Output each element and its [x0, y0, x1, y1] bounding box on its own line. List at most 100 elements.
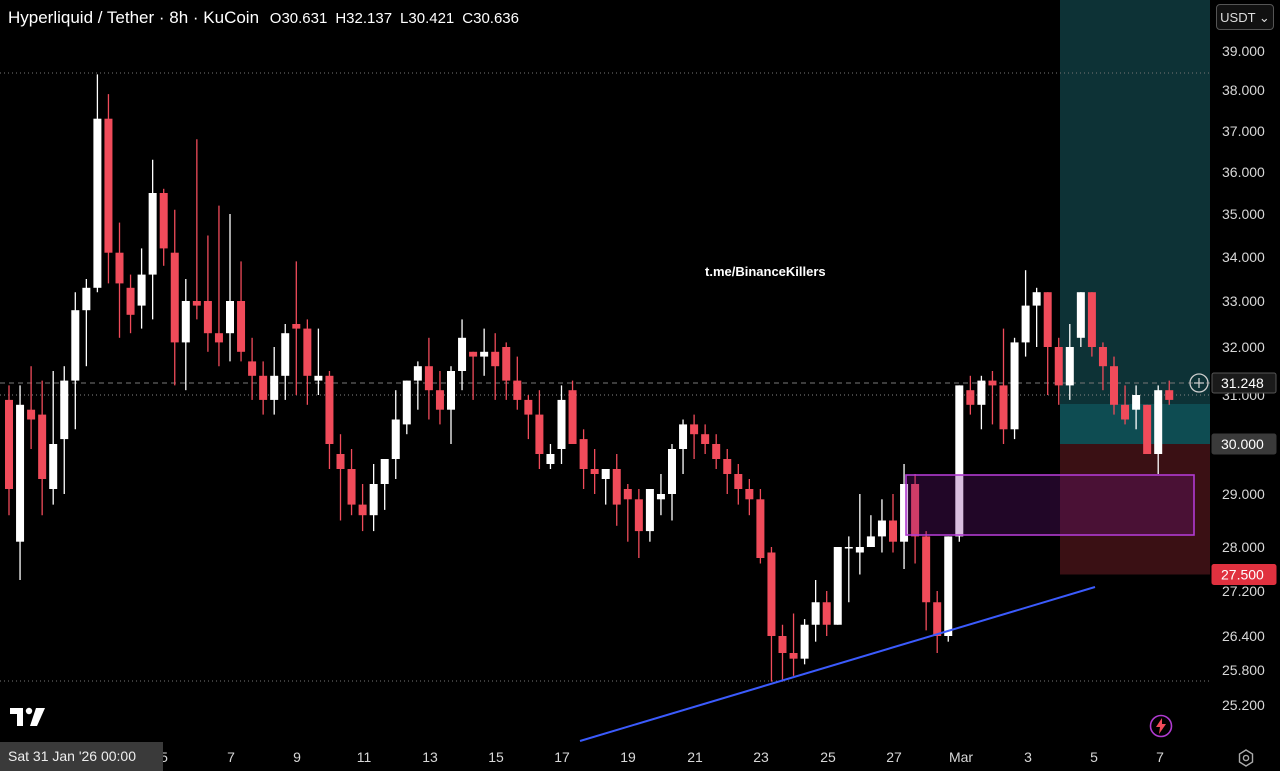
candle-body	[811, 602, 820, 625]
candle-body	[148, 193, 157, 275]
y-tick-label: 25.800	[1222, 662, 1265, 678]
stop-zone	[1060, 444, 1210, 575]
candle-body	[723, 459, 732, 474]
candle-body	[866, 536, 875, 547]
candle-body	[977, 380, 986, 405]
candle-body	[679, 424, 688, 449]
crosshair-date-label: Sat 31 Jan '26 00:00	[0, 742, 163, 771]
candle-body	[38, 414, 47, 479]
candle-body	[933, 602, 942, 636]
candle-body	[159, 193, 168, 249]
candle-body	[988, 380, 997, 386]
y-tick-label: 27.200	[1222, 583, 1265, 599]
candle-body	[889, 520, 897, 542]
candle-body	[612, 469, 621, 505]
candle-body	[137, 274, 146, 306]
watermark-text: t.me/BinanceKillers	[705, 264, 826, 279]
candle-body	[656, 494, 665, 500]
candle-body	[1143, 404, 1152, 454]
candle-body	[955, 385, 964, 537]
candle-body	[922, 536, 931, 603]
candle-body	[1098, 347, 1107, 367]
candle-body	[778, 636, 787, 653]
y-tick-label: 35.000	[1222, 206, 1265, 222]
low-value: L30.421	[400, 10, 455, 27]
target-zone	[1060, 0, 1210, 444]
y-tick-label: 28.000	[1222, 539, 1265, 555]
candle-body	[170, 252, 179, 343]
price-axis: 39.000 38.000 37.000 36.000 35.000 34.000 33.0…	[1210, 0, 1280, 742]
candle-body	[767, 552, 776, 636]
candle-body	[413, 366, 422, 381]
candle-body	[568, 390, 577, 444]
tradingview-logo-icon[interactable]	[10, 706, 46, 728]
high-value: H32.137	[335, 10, 393, 27]
candle-body	[690, 424, 699, 435]
candle-body	[756, 499, 765, 558]
candle-body	[1032, 292, 1041, 306]
x-tick-label: 15	[488, 749, 504, 765]
price-label-entry-text: 30.000	[1221, 436, 1264, 452]
candle-body	[623, 489, 632, 500]
candle-body	[281, 333, 290, 376]
x-tick-label: 7	[1156, 749, 1164, 765]
candle-body	[104, 118, 113, 253]
x-tick-label: 3	[1024, 749, 1032, 765]
candle-body	[668, 449, 676, 494]
candle-body	[833, 547, 842, 625]
candle-body	[1087, 292, 1096, 347]
y-tick-label: 36.000	[1222, 164, 1265, 180]
candle-body	[292, 324, 301, 329]
candle-body	[303, 328, 312, 376]
candle-body	[49, 444, 58, 489]
x-tick-label: 7	[227, 749, 235, 765]
price-label-current	[1211, 372, 1277, 394]
candle-body	[82, 287, 91, 311]
candle-body	[358, 504, 367, 516]
candle-body	[314, 375, 323, 381]
x-tick-label: 21	[687, 749, 703, 765]
candle-body	[16, 404, 25, 542]
price-axis-bg	[1210, 0, 1280, 742]
x-tick-label: 23	[753, 749, 769, 765]
candle-body	[800, 624, 809, 659]
candle-body	[645, 489, 654, 532]
candle-body	[1132, 395, 1141, 410]
candle-body	[203, 301, 212, 334]
candle-body	[701, 434, 710, 444]
candle-body	[5, 399, 13, 489]
candle-body	[1021, 305, 1030, 343]
trendline	[579, 586, 1096, 742]
candle-body	[877, 520, 886, 537]
overlays	[579, 373, 1209, 742]
open-value: O30.631	[269, 10, 328, 27]
y-tick-label: 34.000	[1222, 249, 1265, 265]
symbol-title[interactable]: Hyperliquid / Tether · 8h · KuCoin	[8, 8, 260, 27]
y-tick-label: 25.200	[1222, 697, 1265, 713]
candle-body	[1165, 390, 1174, 400]
currency-dropdown[interactable]: USDT ⌄	[1216, 4, 1274, 30]
settings-icon[interactable]	[1236, 748, 1256, 768]
candle-body	[226, 301, 234, 334]
candle-body	[966, 390, 975, 405]
candle-body	[270, 375, 279, 400]
ohlc-values: O30.631 H32.137 L30.421 C30.636	[270, 10, 527, 27]
price-label-stop	[1211, 564, 1277, 585]
x-tick-label: 25	[820, 749, 836, 765]
candle-body	[491, 351, 500, 367]
candle-body	[27, 409, 36, 420]
candle-body	[181, 301, 190, 343]
candle-body	[369, 484, 378, 516]
price-label-stop-text: 27.500	[1221, 567, 1264, 583]
candle-body	[1054, 347, 1063, 386]
y-tick-label: 32.000	[1222, 339, 1265, 355]
y-tick-label: 37.000	[1222, 123, 1265, 139]
x-tick-label: 17	[554, 749, 570, 765]
time-axis: 5 7 9 11 13 15 17 19 21 23 25 27 Mar 3 5 7	[160, 749, 1164, 765]
candle-body	[1154, 390, 1163, 454]
candle-body	[734, 474, 743, 489]
candle-body	[1110, 366, 1118, 405]
flash-icon[interactable]	[1149, 714, 1173, 738]
x-tick-label: Mar	[949, 749, 973, 765]
